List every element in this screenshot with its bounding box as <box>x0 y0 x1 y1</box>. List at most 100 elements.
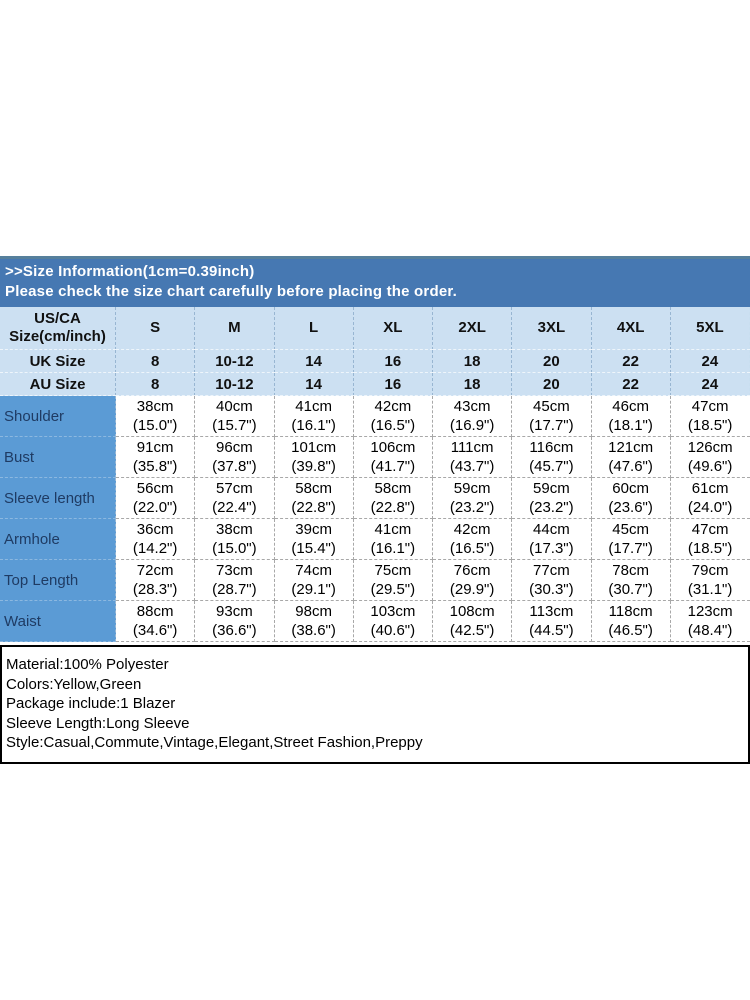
size-cell-line: (30.7") <box>608 581 653 598</box>
size-cell-line: 18 <box>463 375 481 393</box>
size-cell-line: 61cm <box>691 480 729 497</box>
size-cell-line: (45.7") <box>529 458 574 475</box>
size-cell-line: 46cm <box>612 398 649 415</box>
size-cell-line: 106cm <box>370 439 416 456</box>
column-header-3xl: 3XL <box>511 307 592 350</box>
row-label: Armhole <box>0 518 116 560</box>
size-cell-line: (30.3") <box>529 581 574 598</box>
size-cell: 58cm (22.8") <box>353 477 434 519</box>
size-cell-line: (16.5") <box>449 540 495 557</box>
size-cell-line: 40cm <box>216 398 253 415</box>
size-cell: 47cm (18.5") <box>670 395 750 437</box>
size-cell-line: (17.7") <box>529 417 574 434</box>
size-cell: 20 <box>511 372 592 396</box>
size-cell: 43cm (16.9") <box>432 395 513 437</box>
size-cell-line: 59cm <box>453 480 491 497</box>
size-cell-line: 116cm <box>529 439 574 456</box>
size-cell-line: 78cm <box>612 562 649 579</box>
size-cell: 40cm (15.7") <box>194 395 275 437</box>
size-cell: 98cm (38.6") <box>274 600 354 642</box>
size-cell: 16 <box>353 372 434 396</box>
size-cell-line: (18.1") <box>608 417 653 434</box>
size-cell: 111cm (43.7") <box>432 436 513 478</box>
size-cell-line: (17.3") <box>529 540 574 557</box>
size-cell: 36cm (14.2") <box>115 518 196 560</box>
size-cell: 96cm (37.8") <box>194 436 275 478</box>
size-cell: 47cm (18.5") <box>670 518 750 560</box>
size-cell-line: 8 <box>150 375 160 393</box>
size-cell-line: 74cm <box>295 562 332 579</box>
detail-colors: Colors:Yellow,Green <box>6 675 142 693</box>
size-cell-line: 10-12 <box>215 375 254 393</box>
size-cell: 46cm (18.1") <box>591 395 671 437</box>
size-cell-line: 98cm <box>295 603 332 620</box>
size-cell: 74cm (29.1") <box>274 559 354 601</box>
size-cell-line: (49.6") <box>687 458 733 475</box>
size-cell-line: (28.7") <box>212 581 257 598</box>
size-cell-line: 108cm <box>449 603 495 620</box>
size-cell-line: (44.5") <box>529 622 574 639</box>
size-cell: 45cm (17.7") <box>591 518 671 560</box>
size-cell-line: (22.8") <box>370 499 416 516</box>
banner-subtitle: Please check the size chart carefully be… <box>5 283 457 300</box>
size-cell-line: 57cm <box>216 480 253 497</box>
size-cell-line: 76cm <box>453 562 491 579</box>
size-cell-line: (15.0") <box>132 417 178 434</box>
size-cell: 113cm (44.5") <box>511 600 592 642</box>
size-cell-line: 60cm <box>612 480 649 497</box>
size-cell: 14 <box>274 349 354 373</box>
size-cell-line: (47.6") <box>608 458 653 475</box>
column-header-m: M <box>194 307 275 350</box>
size-cell-line: (18.5") <box>687 540 733 557</box>
size-cell-line: (16.9") <box>449 417 495 434</box>
table-row-top-length: Top Length 72cm (28.3") 73cm (28.7") 74cm (29.… <box>0 559 750 601</box>
column-header-2xl: 2XL <box>432 307 513 350</box>
size-cell-line: (46.5") <box>608 622 653 639</box>
size-cell-line: 96cm <box>216 439 253 456</box>
size-cell-line: 24 <box>701 352 719 370</box>
size-cell: 59cm (23.2") <box>432 477 513 519</box>
size-cell-line: (34.6") <box>132 622 178 639</box>
size-cell: 58cm (22.8") <box>274 477 354 519</box>
size-table-body: US/CA Size(cm/inch) S M L XL 2XL 3XL 4XL 5XL UK Si… <box>0 307 750 642</box>
size-cell-line: 77cm <box>533 562 570 579</box>
table-row-waist: Waist 88cm (34.6") 93cm (36.6") 98cm (38.6") 10… <box>0 600 750 642</box>
size-cell-line: 20 <box>543 375 560 393</box>
size-cell: 103cm (40.6") <box>353 600 434 642</box>
size-cell: 18 <box>432 372 513 396</box>
size-info-banner: >>Size Information(1cm=0.39inch) Please … <box>0 256 750 307</box>
size-cell-line: 73cm <box>216 562 253 579</box>
size-cell-line: (15.4") <box>291 540 336 557</box>
size-cell: 75cm (29.5") <box>353 559 434 601</box>
size-cell-line: 14 <box>305 352 322 370</box>
size-cell-line: (22.8") <box>291 499 336 516</box>
column-header-l: L <box>274 307 354 350</box>
size-cell: 126cm (49.6") <box>670 436 750 478</box>
size-cell: 57cm (22.4") <box>194 477 275 519</box>
size-cell-line: (23.2") <box>529 499 574 516</box>
size-cell-line: (16.1") <box>291 417 336 434</box>
size-cell: 8 <box>115 372 196 396</box>
size-cell-line: (22.0") <box>132 499 178 516</box>
size-cell-line: (40.6") <box>370 622 416 639</box>
size-cell: 77cm (30.3") <box>511 559 592 601</box>
size-cell-line: 41cm <box>295 398 332 415</box>
table-row-uk-size: UK Size 8 10-12 14 16 18 20 22 24 <box>0 349 750 373</box>
size-cell-line: 56cm <box>136 480 174 497</box>
size-cell-line: (31.1") <box>687 581 733 598</box>
size-cell-line: 45cm <box>612 521 649 538</box>
size-cell-line: (24.0") <box>687 499 733 516</box>
size-cell: 41cm (16.1") <box>274 395 354 437</box>
size-cell: 72cm (28.3") <box>115 559 196 601</box>
size-cell-line: 79cm <box>691 562 729 579</box>
table-row-shoulder: Shoulder 38cm (15.0") 40cm (15.7") 41cm (16.1"… <box>0 395 750 437</box>
size-cell-line: (14.2") <box>132 540 178 557</box>
size-cell: 101cm (39.8") <box>274 436 354 478</box>
product-details-box: Material:100% Polyester Colors:Yellow,Gr… <box>0 645 750 764</box>
size-cell: 108cm (42.5") <box>432 600 513 642</box>
size-cell-line: (15.7") <box>212 417 257 434</box>
size-cell-line: (38.6") <box>291 622 336 639</box>
detail-style: Style:Casual,Commute,Vintage,Elegant,Str… <box>6 734 423 751</box>
size-cell: 88cm (34.6") <box>115 600 196 642</box>
size-cell: 78cm (30.7") <box>591 559 671 601</box>
